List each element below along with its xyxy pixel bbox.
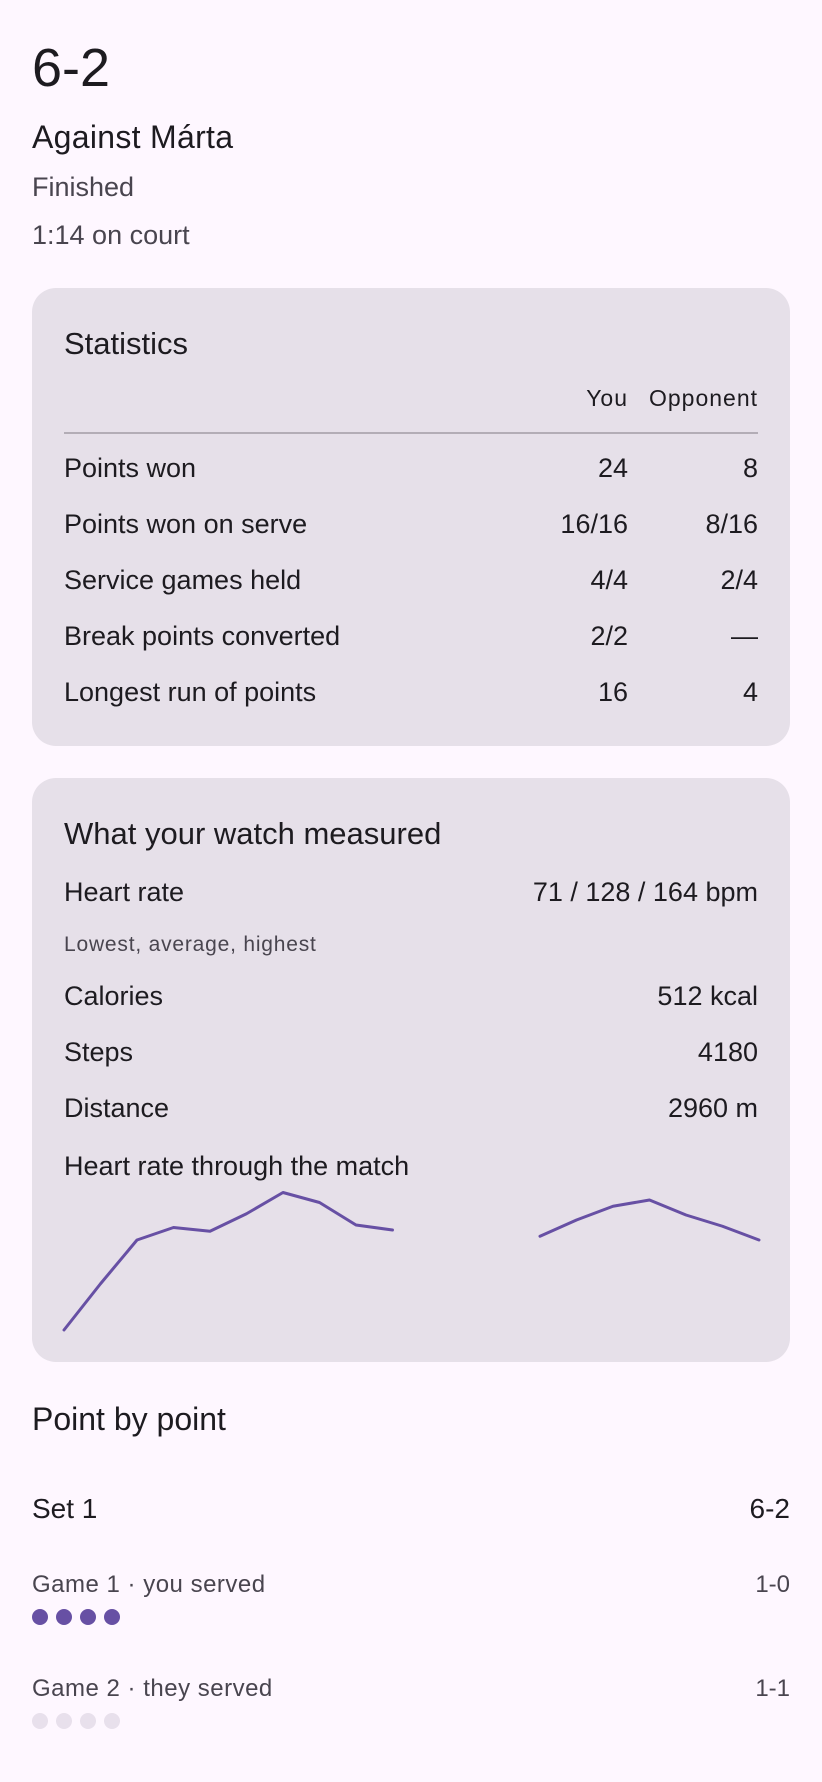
heart-rate-line-segment-2 — [538, 1198, 761, 1242]
opponent-name: Against Márta — [32, 119, 234, 155]
stat-label: Service games held — [64, 565, 302, 595]
game-score: 1-0 — [755, 1571, 790, 1598]
statistics-title: Statistics — [64, 326, 189, 361]
statistics-card: Statistics You Opponent Points won 24 8 … — [32, 288, 790, 746]
watch-metrics-card: What your watch measured Heart rate 71 /… — [32, 778, 790, 1362]
distance-value: 2960 m — [667, 1093, 758, 1123]
point-lost-dot — [80, 1713, 96, 1729]
steps-value: 4180 — [697, 1037, 758, 1067]
stat-opponent-value: 8 — [742, 453, 758, 483]
watch-title: What your watch measured — [64, 816, 442, 851]
point-won-dot — [32, 1609, 48, 1625]
stat-label: Longest run of points — [64, 677, 317, 707]
calories-label: Calories — [64, 981, 164, 1011]
match-score: 6-2 — [32, 38, 111, 98]
heart-rate-line-segment-1 — [62, 1191, 394, 1332]
stat-label: Break points converted — [64, 621, 341, 651]
set-score: 6-2 — [749, 1493, 790, 1524]
stat-you-value: 16 — [597, 677, 628, 707]
stat-opponent-value: — — [731, 621, 758, 651]
stat-opponent-value: 2/4 — [720, 565, 758, 595]
stat-you-value: 2/2 — [590, 621, 628, 651]
game-points — [32, 1713, 120, 1731]
heart-rate-chart — [62, 1191, 761, 1332]
column-header-you: You — [586, 385, 628, 411]
stat-you-value: 4/4 — [590, 565, 628, 595]
game-points — [32, 1609, 120, 1627]
match-status: Finished — [32, 172, 135, 202]
point-lost-dot — [56, 1713, 72, 1729]
point-lost-dot — [104, 1713, 120, 1729]
steps-label: Steps — [64, 1037, 134, 1067]
stat-you-value: 24 — [597, 453, 628, 483]
point-won-dot — [56, 1609, 72, 1625]
game-label: Game 1 · you served — [32, 1571, 266, 1598]
game-score: 1-1 — [755, 1675, 790, 1702]
column-header-opponent: Opponent — [648, 385, 758, 411]
point-lost-dot — [32, 1713, 48, 1729]
game-label: Game 2 · they served — [32, 1675, 273, 1702]
heart-rate-chart-title: Heart rate through the match — [64, 1151, 410, 1181]
point-by-point-title: Point by point — [32, 1401, 226, 1437]
point-won-dot — [104, 1609, 120, 1625]
heart-rate-value: 71 / 128 / 164 bpm — [532, 877, 758, 907]
stat-label: Points won on serve — [64, 509, 308, 539]
stat-you-value: 16/16 — [560, 509, 628, 539]
set-label: Set 1 — [32, 1493, 98, 1524]
heart-rate-subtitle: Lowest, average, highest — [64, 933, 317, 956]
statistics-divider — [64, 432, 758, 434]
stat-label: Points won — [64, 453, 197, 483]
match-duration: 1:14 on court — [32, 220, 190, 250]
point-won-dot — [80, 1609, 96, 1625]
heart-rate-label: Heart rate — [64, 877, 185, 907]
calories-value: 512 kcal — [657, 981, 758, 1011]
stat-opponent-value: 4 — [742, 677, 758, 707]
distance-label: Distance — [64, 1093, 170, 1123]
stat-opponent-value: 8/16 — [705, 509, 758, 539]
